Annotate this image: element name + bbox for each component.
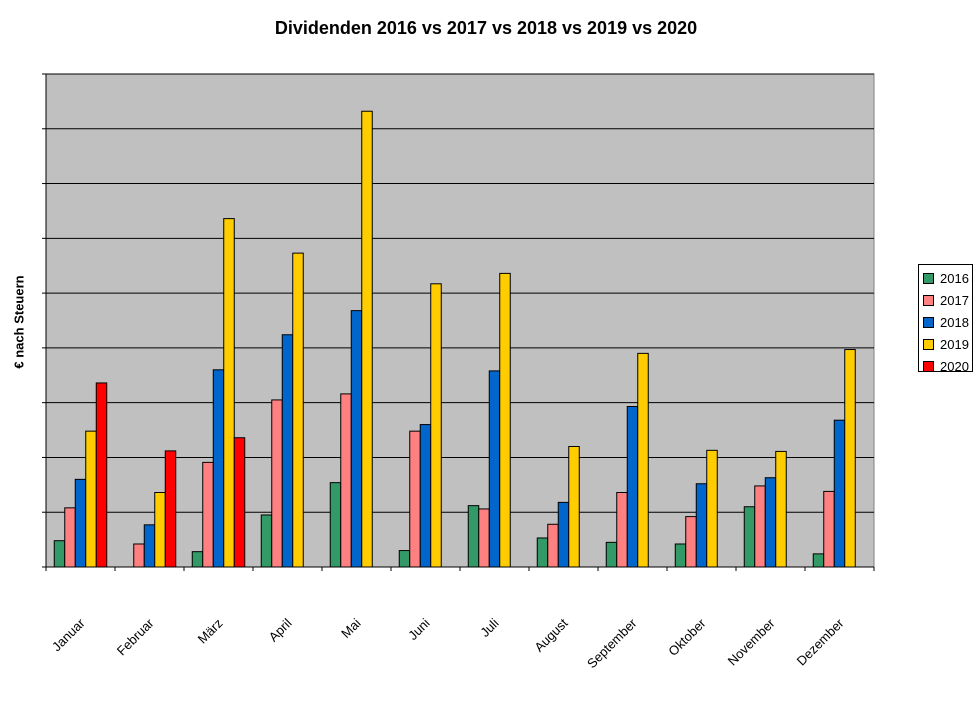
category-label: September xyxy=(584,615,640,671)
category-label: November xyxy=(725,615,778,668)
bar-2018-januar xyxy=(74,478,87,568)
bar-2016-mai xyxy=(329,482,342,568)
legend-item: 2016 xyxy=(923,267,972,289)
bar-2018-dezember xyxy=(833,419,846,568)
category-label: April xyxy=(266,615,295,644)
bar-2016-oktober xyxy=(674,543,687,568)
category-label: März xyxy=(195,616,226,647)
bar-2018-juni xyxy=(419,424,432,568)
bar-2016-januar xyxy=(53,540,66,568)
bar-2018-august xyxy=(557,501,570,568)
bars xyxy=(53,110,856,568)
legend-swatch xyxy=(923,272,934,284)
bar-2019-august xyxy=(568,445,580,568)
legend-label: 2018 xyxy=(940,314,969,330)
legend-item: 2017 xyxy=(923,289,972,311)
bar-2018-oktober xyxy=(695,483,708,568)
category-label: Mai xyxy=(338,615,363,640)
bar-2018-juli xyxy=(488,370,501,568)
legend-swatch xyxy=(923,316,934,328)
gridlines xyxy=(46,73,874,513)
axes xyxy=(42,73,875,571)
bar-2019-oktober xyxy=(706,449,718,568)
bar-2016-august xyxy=(536,537,549,568)
bar-2016-juli xyxy=(467,505,480,568)
bar-2019-november xyxy=(775,450,787,568)
bar-2017-märz xyxy=(202,461,214,568)
bar-2020-februar xyxy=(164,450,177,568)
bar-2019-februar xyxy=(154,492,166,568)
category-label: Juni xyxy=(405,615,433,643)
bar-2018-november xyxy=(764,477,777,568)
bar-2017-dezember xyxy=(823,490,835,568)
bar-2017-august xyxy=(547,523,559,568)
bar-2016-november xyxy=(743,506,756,568)
bar-2018-april xyxy=(281,334,294,568)
bar-2019-märz xyxy=(223,218,235,568)
category-label: August xyxy=(531,615,570,654)
bar-2016-dezember xyxy=(812,553,825,568)
bar-2018-mai xyxy=(350,310,363,568)
bar-2017-oktober xyxy=(685,516,697,568)
bar-2016-april xyxy=(260,514,273,568)
bar-2020-märz xyxy=(233,437,246,568)
legend-label: 2019 xyxy=(940,336,969,352)
bar-2017-november xyxy=(754,485,766,568)
bar-2017-februar xyxy=(133,543,145,568)
bar-2016-juni xyxy=(398,550,411,568)
legend-item: 2018 xyxy=(923,311,972,333)
bar-2017-september xyxy=(616,492,628,568)
legend-swatch xyxy=(923,360,934,372)
bar-2019-april xyxy=(292,252,304,568)
category-label: Dezember xyxy=(794,615,847,668)
bar-2018-märz xyxy=(212,369,225,568)
bar-2018-september xyxy=(626,406,639,568)
legend-label: 2017 xyxy=(940,292,969,308)
legend-item: 2020 xyxy=(923,355,972,377)
bar-2020-januar xyxy=(95,382,108,568)
bar-2019-juli xyxy=(499,272,511,568)
legend-label: 2020 xyxy=(940,358,969,374)
bar-2019-september xyxy=(637,352,649,568)
category-label: Januar xyxy=(49,615,88,654)
legend-swatch xyxy=(923,294,934,306)
legend-swatch xyxy=(923,338,934,350)
bar-2019-mai xyxy=(361,110,373,568)
legend-label: 2016 xyxy=(940,270,969,286)
bar-2019-juni xyxy=(430,283,442,568)
category-label: Februar xyxy=(114,615,157,658)
category-label: Juli xyxy=(477,615,501,639)
bar-2017-mai xyxy=(340,393,352,568)
bar-2017-juli xyxy=(478,508,490,568)
category-label: Oktober xyxy=(665,615,709,659)
bar-2016-märz xyxy=(191,551,204,568)
bar-2016-september xyxy=(605,541,618,568)
bar-2017-januar xyxy=(64,507,76,568)
legend-item: 2019 xyxy=(923,333,972,355)
legend: 2016 2017 2018 2019 2020 xyxy=(918,264,973,374)
chart-title: Dividenden 2016 vs 2017 vs 2018 vs 2019 … xyxy=(274,18,698,38)
plot-area xyxy=(45,73,875,568)
category-labels: Januar Februar März April Mai Juni Juli August S… xyxy=(49,615,847,671)
bar-2017-juni xyxy=(409,430,421,568)
bar-2019-januar xyxy=(85,430,97,568)
bar-2018-februar xyxy=(143,524,156,568)
bar-2019-dezember xyxy=(844,349,856,568)
bar-2017-april xyxy=(271,399,283,568)
